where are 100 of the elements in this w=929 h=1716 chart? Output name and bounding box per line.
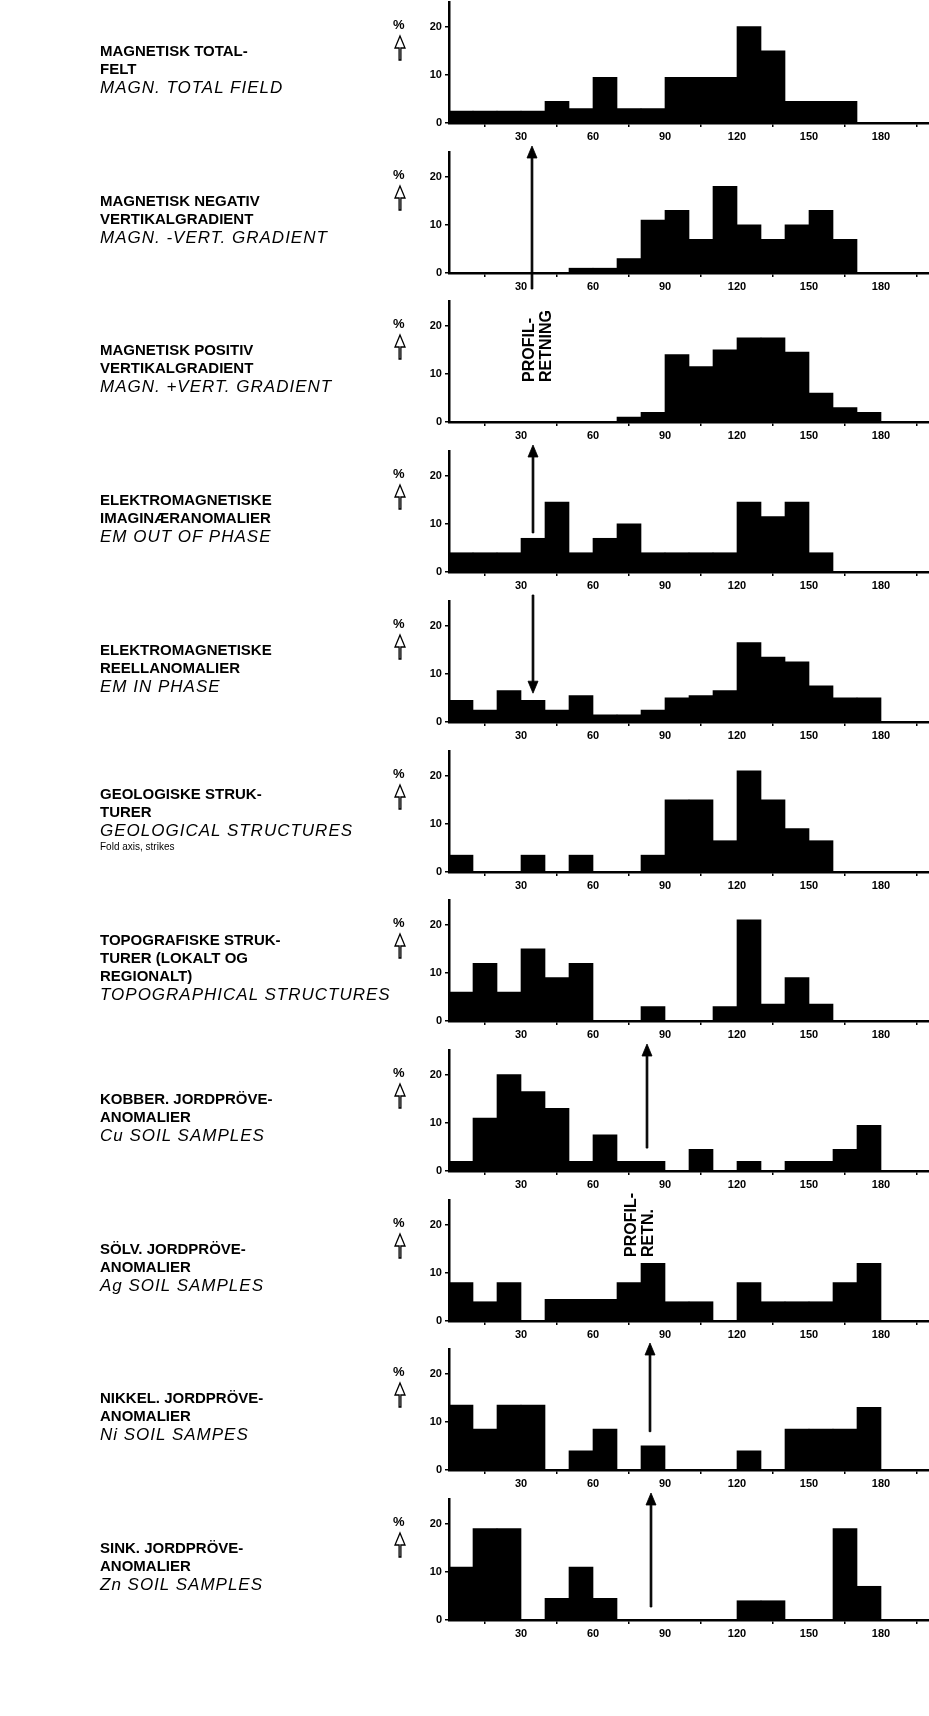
y-axis-title: % (393, 466, 405, 482)
text: Ag SOIL SAMPLES (100, 1275, 265, 1296)
x-tick-label: 30 (514, 728, 528, 741)
x-tick-label: 150 (799, 728, 819, 741)
x-tick-label: 90 (658, 1327, 672, 1340)
x-tick-label: 30 (514, 578, 528, 591)
y-tick-label: 0 (435, 1463, 442, 1476)
x-tick-label: 60 (586, 1476, 600, 1489)
y-axis-title: % (393, 1514, 405, 1529)
y-tick-label: 20 (429, 917, 442, 930)
x-tick-label: 150 (799, 429, 819, 442)
y-tick-label: 10 (429, 966, 442, 979)
x-tick-label: 30 (514, 1177, 528, 1190)
x-tick-label: 120 (727, 1177, 747, 1190)
y-tick-label: 0 (435, 415, 442, 428)
x-tick-label: 60 (586, 1177, 600, 1190)
x-tick-label: 120 (727, 279, 747, 292)
x-tick-label: 30 (514, 1027, 528, 1040)
y-axis-title: % (393, 1064, 405, 1080)
x-tick-label: 60 (586, 429, 600, 442)
y-axis-title: % (393, 915, 405, 931)
x-tick-label: 60 (586, 1327, 600, 1340)
annotation: PROFIL- RETN. (622, 1192, 656, 1257)
text: ELEKTROMAGNETISKE IMAGINÆRANOMALIER (100, 491, 273, 528)
y-axis-title: % (393, 166, 405, 182)
y-tick-label: 20 (429, 319, 442, 332)
x-tick-label: 90 (658, 578, 672, 591)
x-tick-label: 150 (799, 129, 819, 142)
y-tick-label: 20 (429, 1367, 442, 1380)
x-tick-label: 150 (799, 1476, 819, 1489)
y-tick-label: 10 (429, 516, 442, 529)
y-tick-label: 0 (435, 714, 442, 727)
text: MAGNETISK TOTAL- FELT (100, 42, 249, 78)
y-tick-label: 0 (435, 1163, 442, 1176)
x-tick-label: 60 (586, 878, 600, 891)
x-tick-label: 30 (514, 1626, 528, 1639)
y-tick-label: 0 (435, 1613, 442, 1626)
x-tick-label: 120 (727, 1027, 747, 1040)
y-tick-label: 20 (429, 1217, 442, 1230)
x-tick-label: 180 (871, 1476, 891, 1489)
y-axis-title: % (393, 1364, 405, 1380)
x-tick-label: 90 (658, 1476, 672, 1489)
x-tick-label: 60 (586, 578, 600, 591)
x-tick-label: 60 (586, 728, 600, 741)
text: EM IN PHASE (100, 676, 222, 697)
y-tick-label: 20 (429, 618, 442, 631)
x-tick-label: 120 (727, 878, 747, 891)
x-tick-label: 90 (658, 1626, 672, 1639)
x-tick-label: 120 (727, 728, 747, 741)
text: MAGN. +VERT. GRADIENT (100, 377, 334, 398)
y-tick-label: 0 (435, 1014, 442, 1027)
x-tick-label: 120 (727, 129, 747, 142)
x-tick-label: 90 (658, 1027, 672, 1040)
y-tick-label: 10 (429, 217, 442, 230)
x-tick-label: 90 (658, 429, 672, 442)
y-tick-label: 0 (435, 565, 442, 578)
y-axis-title: % (393, 1214, 405, 1230)
y-axis-title: % (393, 316, 405, 332)
y-tick-label: 0 (435, 116, 442, 129)
x-tick-label: 150 (799, 1027, 819, 1040)
y-tick-label: 20 (429, 19, 442, 32)
text: MAGNETISK POSITIV VERTIKALGRADIENT (100, 341, 255, 378)
x-tick-label: 60 (586, 129, 600, 142)
x-tick-label: 30 (514, 279, 528, 292)
text: Zn SOIL SAMPLES (100, 1575, 265, 1595)
y-tick-label: 10 (429, 816, 442, 829)
x-tick-label: 180 (871, 1177, 891, 1190)
text: Cu SOIL SAMPLES (100, 1125, 266, 1146)
x-tick-label: 180 (871, 1027, 891, 1040)
text: ELEKTROMAGNETISKE REELLANOMALIER (100, 640, 273, 677)
x-tick-label: 180 (871, 279, 891, 292)
x-tick-label: 90 (658, 1177, 672, 1190)
x-tick-label: 150 (799, 1626, 819, 1639)
x-tick-label: 150 (799, 279, 819, 292)
y-tick-label: 10 (429, 1265, 442, 1278)
y-tick-label: 10 (429, 67, 442, 80)
x-tick-label: 180 (871, 1327, 891, 1340)
x-tick-label: 150 (799, 1177, 819, 1190)
y-tick-label: 10 (429, 1415, 442, 1428)
x-tick-label: 60 (586, 1027, 600, 1040)
y-tick-label: 0 (435, 265, 442, 278)
x-tick-label: 90 (658, 129, 672, 142)
x-tick-label: 120 (727, 578, 747, 591)
x-tick-label: 180 (871, 578, 891, 591)
x-tick-label: 120 (727, 1626, 747, 1639)
text: MAGNETISK NEGATIV VERTIKALGRADIENT (100, 191, 261, 228)
y-tick-label: 10 (429, 1564, 442, 1577)
y-axis-title: % (393, 615, 405, 631)
text: GEOLOGICAL STRUCTURES (100, 820, 355, 841)
x-tick-label: 120 (727, 429, 747, 442)
x-tick-label: 30 (514, 429, 528, 442)
y-tick-label: 10 (429, 367, 442, 380)
y-tick-label: 10 (429, 1115, 442, 1128)
y-tick-label: 0 (435, 1313, 442, 1326)
x-tick-label: 30 (514, 129, 528, 142)
x-tick-label: 30 (514, 1476, 528, 1489)
y-axis-title: % (393, 17, 405, 32)
y-tick-label: 20 (429, 468, 442, 481)
x-tick-label: 180 (871, 429, 891, 442)
x-tick-label: 30 (514, 878, 528, 891)
